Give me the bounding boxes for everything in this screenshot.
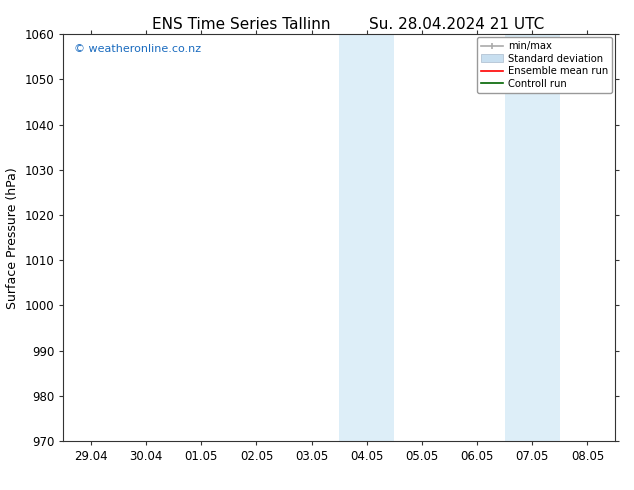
Legend: min/max, Standard deviation, Ensemble mean run, Controll run: min/max, Standard deviation, Ensemble me… <box>477 37 612 93</box>
Text: © weatheronline.co.nz: © weatheronline.co.nz <box>74 45 202 54</box>
Bar <box>339 34 394 441</box>
Text: ENS Time Series Tallinn: ENS Time Series Tallinn <box>152 17 330 32</box>
Text: Su. 28.04.2024 21 UTC: Su. 28.04.2024 21 UTC <box>369 17 544 32</box>
Bar <box>505 34 560 441</box>
Y-axis label: Surface Pressure (hPa): Surface Pressure (hPa) <box>6 167 19 309</box>
